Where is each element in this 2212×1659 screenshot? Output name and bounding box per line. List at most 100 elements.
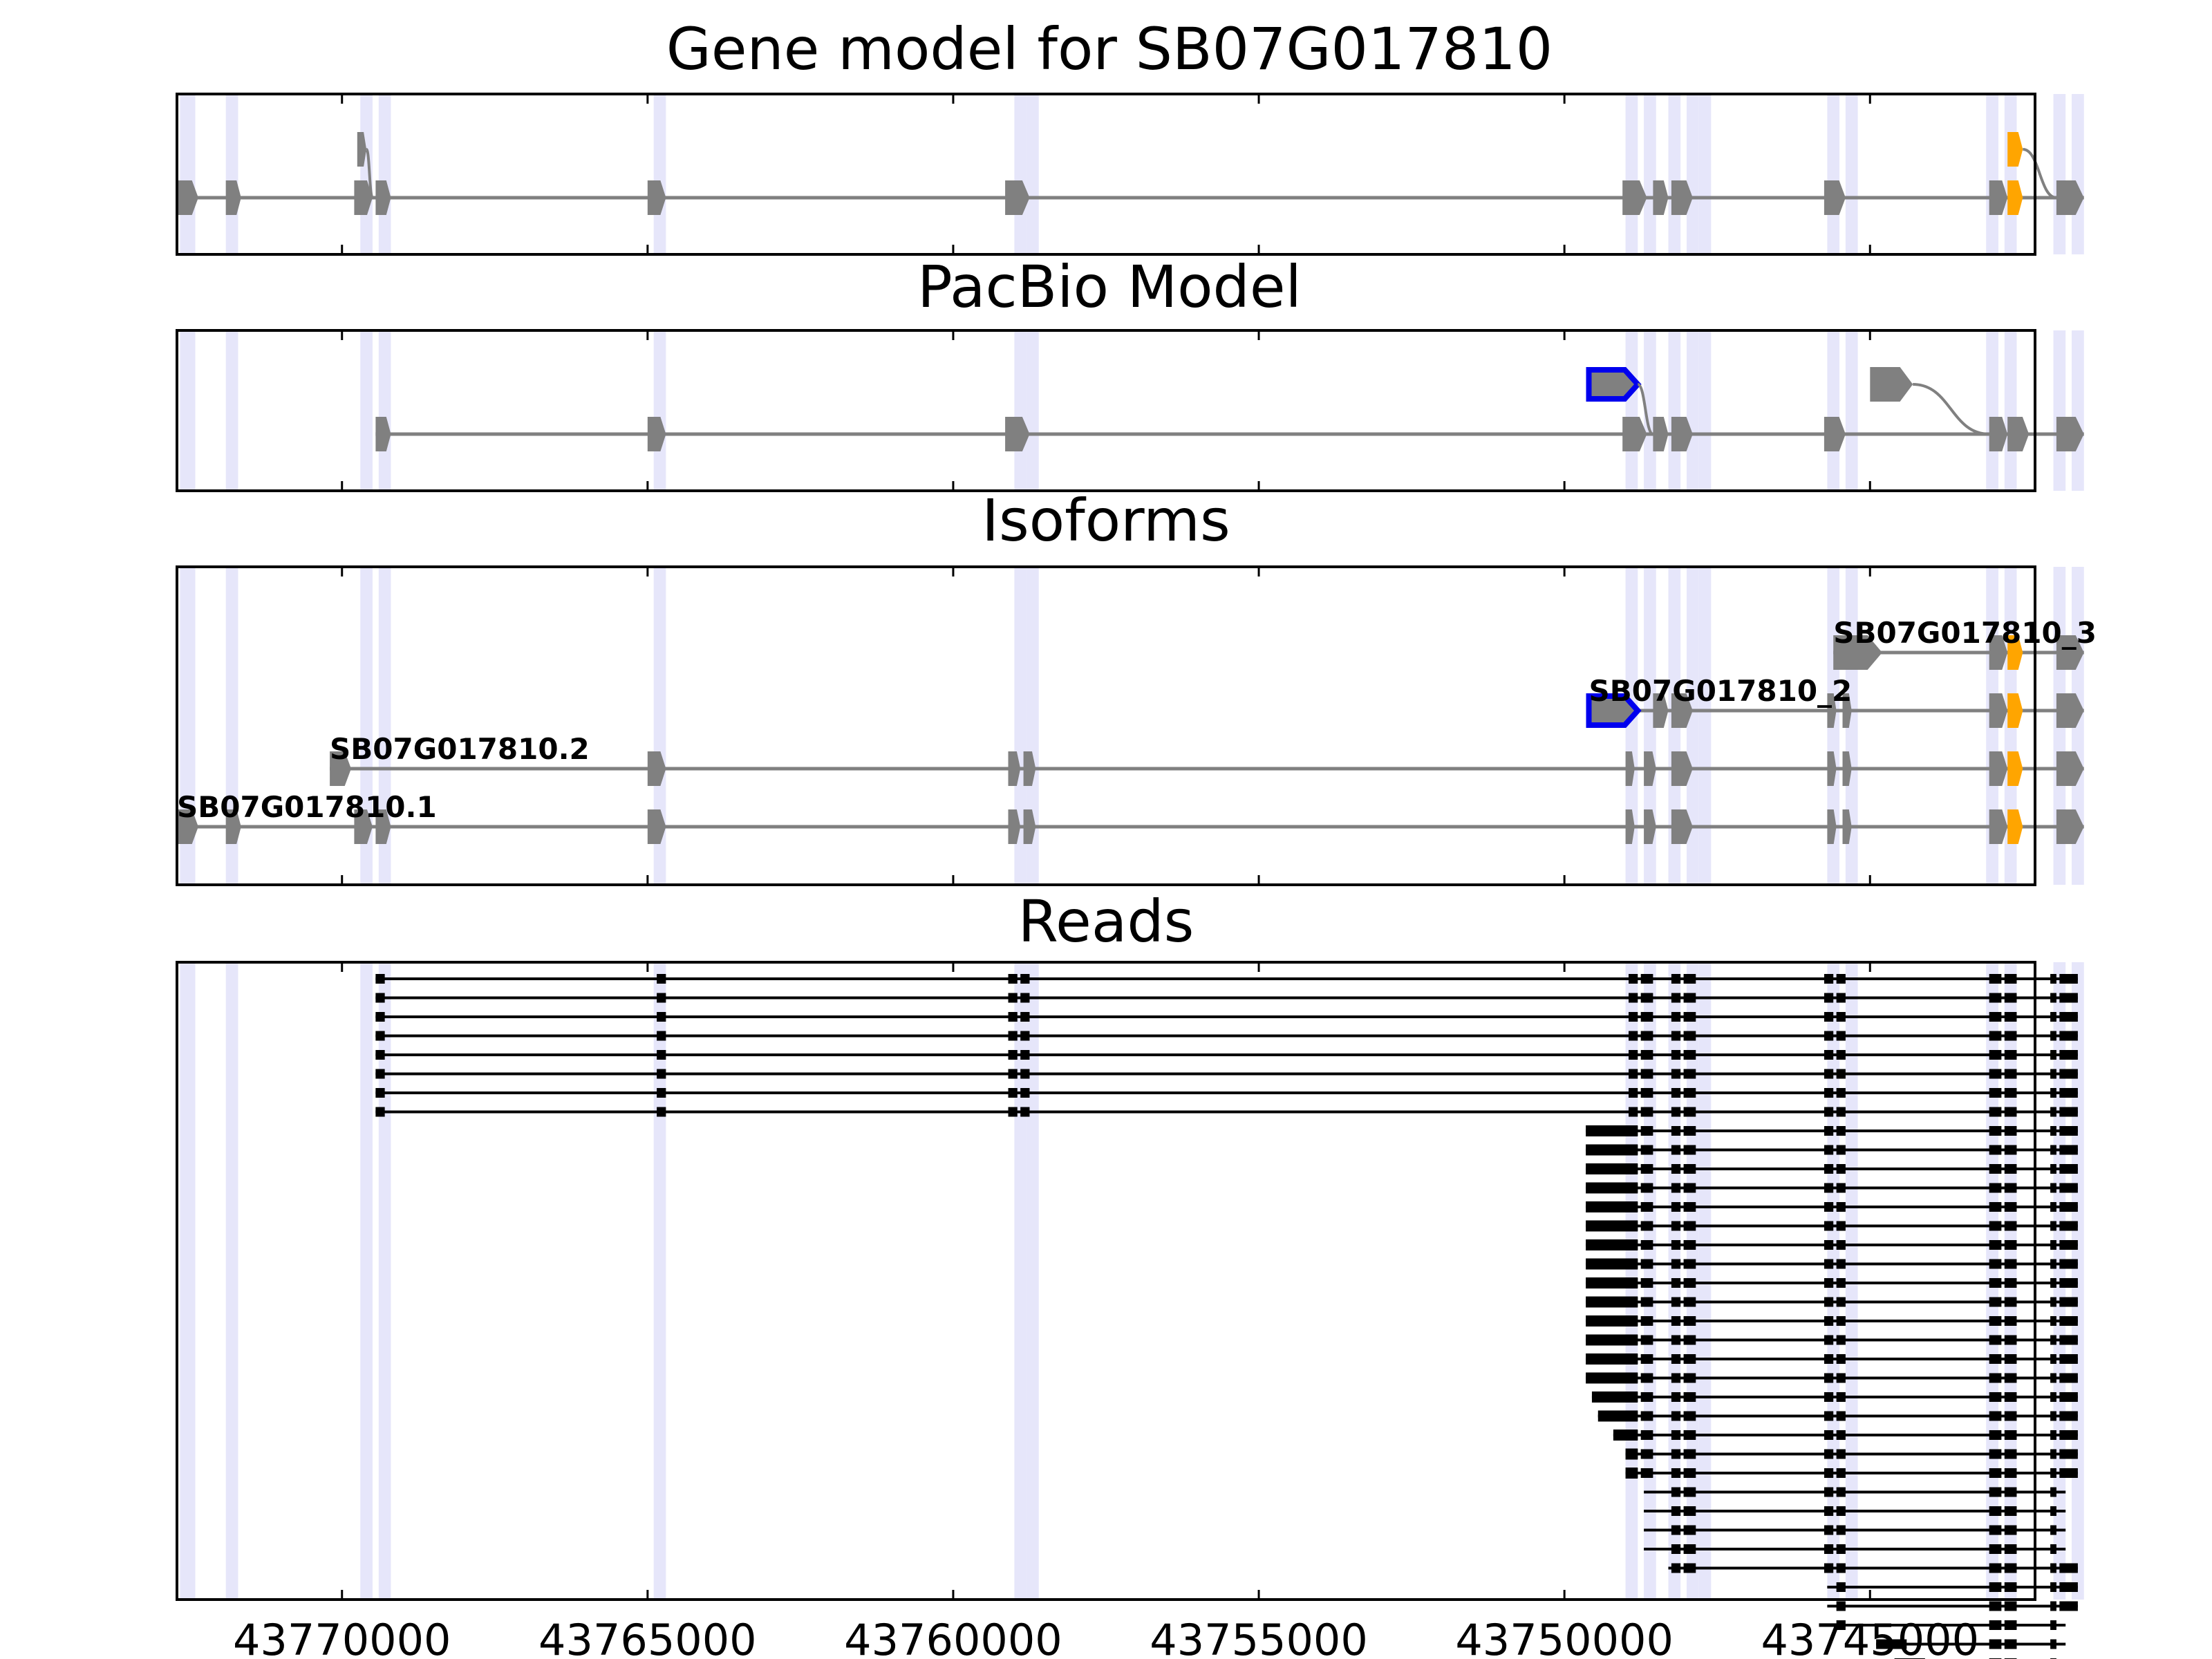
read-block [1683,1430,1696,1440]
read-block [1629,1335,1638,1345]
exon-band [2004,94,2017,254]
exon [1005,180,1030,215]
gene-model-bands [180,94,2084,254]
read-block [1989,1183,2002,1193]
read-block [1836,1145,1846,1155]
exon-band [1698,330,1712,491]
isoform-exon [1989,693,2008,728]
isoform-exon [375,809,391,844]
read-block [2059,1601,2078,1611]
read-block [1824,1297,1834,1307]
exon [375,180,391,215]
read-block [1586,1258,1638,1270]
x-tick-label: 43745000 [1761,1615,1979,1659]
read-block [1683,1088,1696,1098]
read-block [1640,1012,1653,1022]
read-block [1671,1468,1681,1478]
read-block [1020,1050,1030,1060]
isoform-label: SB07G017810.1 [177,790,437,824]
alt-cds-exon [2007,132,2023,167]
read-block [2059,1012,2078,1022]
isoform-exon [1671,809,1693,844]
read-block [2004,1392,2017,1402]
read-block [2050,1601,2056,1611]
isoform-exon [1989,809,2008,844]
exon-band [1986,330,1998,491]
read-block [2050,1506,2056,1516]
read-block [1683,1468,1696,1478]
read-block [1683,1373,1696,1383]
read-block [657,1031,666,1041]
isoform-exon [647,809,666,844]
exon-band [1644,330,1656,491]
read-block [1683,1335,1696,1345]
read-block [2050,1525,2056,1535]
read-block [1989,1601,2002,1611]
read-block [1640,1297,1653,1307]
read-block [1836,1620,1846,1630]
read-block [2004,1354,2017,1364]
read-block [1629,1069,1638,1079]
cds-exon [2007,809,2023,844]
read-block [1683,1050,1696,1060]
read-block [1683,1354,1696,1364]
read-block [1989,974,2002,984]
read-block [1824,1373,1834,1383]
read-block [375,1031,385,1041]
exon-band [1687,94,1699,254]
exon-band [1687,330,1699,491]
isoform-exon [225,809,241,844]
read-block [1671,1107,1681,1117]
read-block [1824,1145,1834,1155]
read-block [2004,1506,2017,1516]
read-block [1020,1088,1030,1098]
read-block [1836,1183,1846,1193]
read-block [2004,993,2017,1003]
exon-band [180,330,196,491]
isoform-exon [1827,693,1837,728]
isoform-exon [330,751,351,786]
read-block [2050,1335,2056,1345]
read-block [1683,1411,1696,1421]
read-block [1683,1316,1696,1326]
exon-band [2053,330,2066,491]
exon [1671,180,1693,215]
read-block [2050,1031,2056,1041]
read-block [1629,1259,1638,1269]
read-block [2050,1392,2056,1402]
read-block [1008,1107,1018,1117]
read-block [2004,1012,2017,1022]
isoform-exon [1827,809,1837,844]
read-block [2059,1031,2078,1041]
read-block [1586,1144,1638,1156]
read-block [1989,1449,2002,1459]
read-block [1989,1563,2002,1573]
exon-band [1827,94,1840,254]
read-block [2050,1012,2056,1022]
exon-band [1644,94,1656,254]
read-block [1640,1316,1653,1326]
read-block [1629,1126,1638,1136]
exon-band [180,94,196,254]
alt-exon [357,132,367,167]
isoform-exon [1671,693,1693,728]
read-block [1671,1297,1681,1307]
read-block [2050,1639,2056,1649]
read-block [1671,1126,1681,1136]
read-block [1836,1335,1846,1345]
read-block [2004,974,2017,984]
exon-band [360,567,373,885]
read-block [1989,1126,2002,1136]
read-block [2050,1468,2056,1478]
read-block [1989,1107,2002,1117]
read-block [375,993,385,1003]
read-block [1989,1430,2002,1440]
read-block [2004,1240,2017,1250]
read-block [1640,1183,1653,1193]
read-block [1683,1183,1696,1193]
exon [1824,180,1846,215]
read-block [1683,1107,1696,1117]
read-block [1824,1392,1834,1402]
read-block [1671,1145,1681,1155]
read-block [2004,1221,2017,1231]
